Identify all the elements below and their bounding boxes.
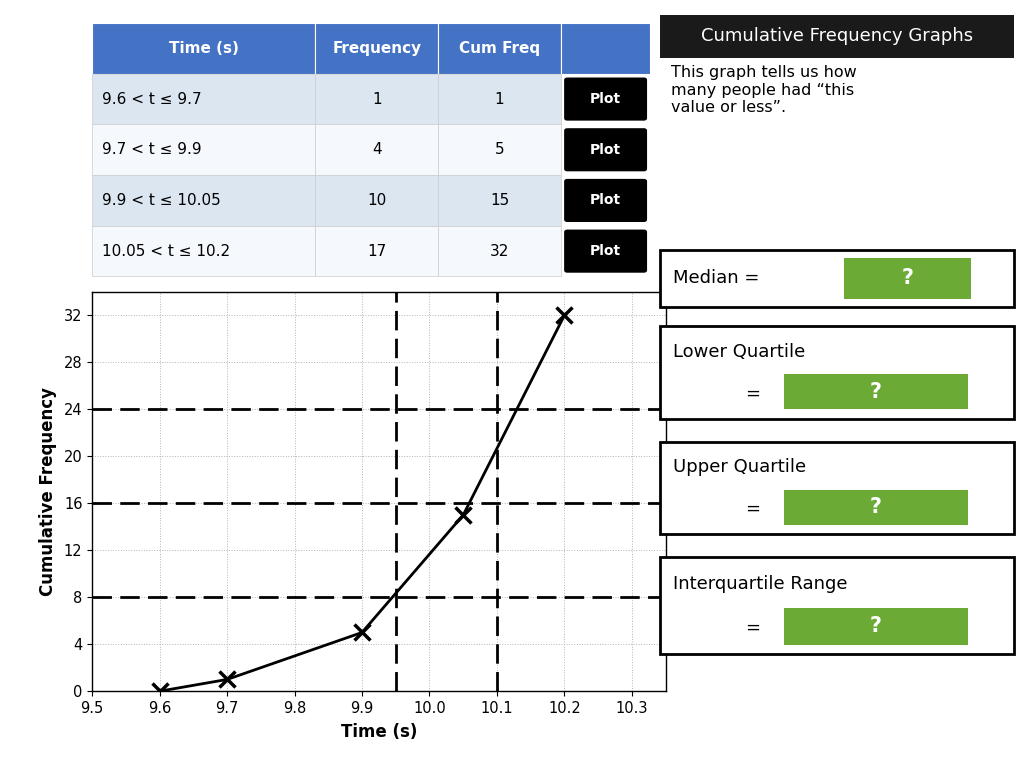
Text: Plot: Plot bbox=[590, 194, 622, 207]
Text: Upper Quartile: Upper Quartile bbox=[673, 458, 806, 476]
Text: =: = bbox=[744, 385, 760, 402]
Text: 4: 4 bbox=[372, 142, 382, 157]
Text: 17: 17 bbox=[368, 243, 386, 259]
Text: Plot: Plot bbox=[590, 143, 622, 157]
Y-axis label: Cumulative Frequency: Cumulative Frequency bbox=[39, 387, 56, 596]
Text: 9.6 < t ≤ 9.7: 9.6 < t ≤ 9.7 bbox=[102, 91, 202, 107]
Text: Time (s): Time (s) bbox=[169, 41, 239, 56]
Text: Cum Freq: Cum Freq bbox=[459, 41, 540, 56]
Text: Median =: Median = bbox=[673, 270, 759, 287]
Text: Frequency: Frequency bbox=[332, 41, 421, 56]
Text: =: = bbox=[744, 619, 760, 637]
Text: Cumulative Frequency Graphs: Cumulative Frequency Graphs bbox=[701, 28, 973, 45]
Text: 9.7 < t ≤ 9.9: 9.7 < t ≤ 9.9 bbox=[102, 142, 202, 157]
X-axis label: Time (s): Time (s) bbox=[341, 723, 417, 741]
Text: Interquartile Range: Interquartile Range bbox=[673, 575, 847, 593]
Text: =: = bbox=[744, 500, 760, 518]
Text: Plot: Plot bbox=[590, 92, 622, 106]
Text: 1: 1 bbox=[372, 91, 382, 107]
Text: ?: ? bbox=[902, 268, 913, 289]
Text: 15: 15 bbox=[489, 193, 509, 208]
Text: 10: 10 bbox=[368, 193, 386, 208]
Text: ?: ? bbox=[870, 382, 882, 402]
Text: This graph tells us how
many people had “this
value or less”.: This graph tells us how many people had … bbox=[671, 65, 856, 115]
Text: Plot: Plot bbox=[590, 244, 622, 258]
Text: 1: 1 bbox=[495, 91, 505, 107]
Text: ?: ? bbox=[870, 616, 882, 636]
Text: 9.9 < t ≤ 10.05: 9.9 < t ≤ 10.05 bbox=[102, 193, 221, 208]
Text: ?: ? bbox=[870, 497, 882, 517]
Text: Lower Quartile: Lower Quartile bbox=[673, 343, 805, 361]
Text: 5: 5 bbox=[495, 142, 505, 157]
Text: 10.05 < t ≤ 10.2: 10.05 < t ≤ 10.2 bbox=[102, 243, 230, 259]
Text: 32: 32 bbox=[489, 243, 509, 259]
